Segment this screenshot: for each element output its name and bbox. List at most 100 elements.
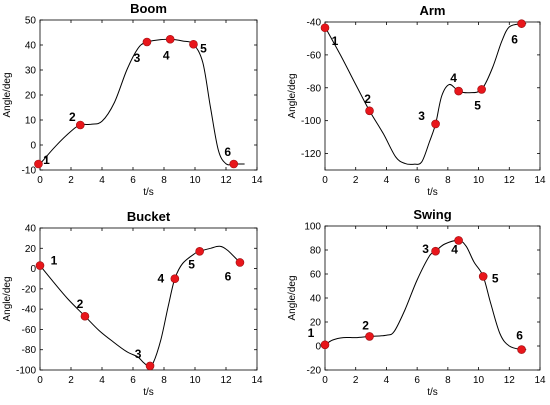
x-tick-label: 0: [37, 175, 43, 186]
x-tick-label: 8: [161, 175, 167, 186]
chart-boom: 0 2 4 6 8 10 12 14-1001020304050Boomt/sAngle/de…: [2, 1, 263, 198]
data-point-five: [189, 39, 198, 49]
x-tick-label: 4: [99, 375, 105, 386]
point-label-six: 6: [225, 269, 232, 283]
x-tick-label: 8: [445, 175, 451, 186]
series-line: [325, 239, 527, 351]
data-point-one: [35, 261, 45, 270]
x-tick-label: 10: [473, 175, 485, 186]
series-line: [40, 38, 245, 166]
x-tick-label: 8: [161, 375, 167, 386]
y-tick-label: 80: [310, 246, 322, 257]
y-tick-label: -120: [301, 149, 321, 160]
y-tick-label: -100: [301, 116, 321, 127]
x-tick-label: 10: [189, 175, 201, 186]
x-tick-label: 6: [414, 175, 420, 186]
point-label-six: 6: [511, 33, 518, 47]
x-tick-label: 10: [473, 375, 485, 386]
x-tick-label: 4: [99, 175, 105, 186]
x-tick-label: 14: [534, 375, 546, 386]
data-point-four: [165, 34, 175, 44]
data-point-two: [365, 106, 374, 116]
point-label-two: 2: [69, 110, 76, 124]
x-tick-label: 4: [384, 375, 390, 386]
point-label-five: 5: [492, 271, 499, 285]
point-label-two: 2: [77, 297, 84, 311]
point-label-six: 6: [516, 329, 523, 343]
plot-area-frame: [39, 227, 258, 371]
x-axis-label: t/s: [143, 387, 154, 398]
y-axis-label: Angle/deg: [287, 73, 298, 118]
y-tick-label: 30: [25, 66, 37, 77]
y-tick-label: -60: [22, 325, 37, 336]
y-axis-label: Angle/deg: [2, 72, 13, 117]
x-tick-label: 2: [68, 375, 74, 386]
data-point-four: [454, 236, 463, 245]
y-tick-label: -100: [16, 366, 36, 377]
x-tick-label: 14: [251, 175, 263, 186]
y-tick-label: -20: [307, 366, 322, 377]
point-label-three: 3: [418, 109, 425, 123]
point-label-four: 4: [451, 242, 458, 256]
x-tick-label: 0: [322, 375, 328, 386]
data-point-two: [365, 332, 374, 341]
x-tick-label: 14: [534, 175, 546, 186]
data-point-six: [517, 345, 526, 354]
y-tick-label: -40: [22, 305, 37, 316]
data-point-two: [76, 120, 85, 130]
x-axis-label: t/s: [143, 187, 154, 198]
chart-arm: 0 2 4 6 8 10 12 14-120-100-80-60-40Armt/sAngle/…: [287, 3, 546, 198]
x-axis-label: t/s: [427, 187, 438, 198]
chart-title: Boom: [130, 1, 167, 16]
y-axis-label: Angle/deg: [2, 276, 13, 321]
y-tick-label: -80: [307, 83, 322, 94]
x-tick-label: 12: [504, 375, 516, 386]
series-line: [40, 245, 244, 367]
data-point-four: [170, 274, 180, 284]
point-label-five: 5: [200, 41, 207, 55]
point-label-three: 3: [134, 51, 141, 65]
y-tick-label: 60: [310, 270, 322, 281]
data-point-six: [229, 159, 239, 169]
data-point-five: [477, 85, 486, 94]
point-label-three: 3: [422, 242, 429, 256]
data-point-six: [235, 258, 245, 267]
data-point-six: [517, 19, 526, 28]
x-tick-label: 6: [130, 375, 136, 386]
y-tick-label: 40: [310, 294, 322, 305]
plot-area-frame: [324, 225, 541, 371]
point-label-four: 4: [163, 48, 170, 62]
x-tick-label: 14: [251, 375, 263, 386]
y-tick-label: 0: [30, 264, 36, 275]
x-tick-label: 8: [445, 375, 451, 386]
x-axis-label: t/s: [427, 387, 438, 398]
y-tick-label: 100: [304, 222, 321, 233]
y-tick-label: 20: [310, 318, 322, 329]
x-tick-label: 2: [353, 175, 359, 186]
x-tick-label: 0: [322, 175, 328, 186]
x-tick-label: 12: [220, 375, 232, 386]
y-tick-label: -60: [307, 50, 322, 61]
x-tick-label: 2: [68, 175, 74, 186]
point-label-two: 2: [362, 318, 369, 332]
point-label-five: 5: [188, 257, 195, 271]
point-label-four: 4: [158, 272, 165, 286]
point-label-four: 4: [450, 71, 457, 85]
y-tick-label: 40: [25, 41, 37, 52]
chart-title: Arm: [419, 3, 445, 18]
data-point-one: [34, 159, 43, 169]
y-tick-label: 40: [25, 224, 37, 235]
point-label-one: 1: [308, 326, 315, 340]
data-point-one: [320, 340, 330, 350]
data-point-three: [431, 119, 440, 129]
data-point-three: [142, 37, 152, 47]
chart-title: Bucket: [127, 209, 171, 224]
data-point-five: [478, 272, 488, 281]
y-axis-label: Angle/deg: [287, 275, 298, 320]
y-tick-label: -20: [22, 284, 37, 295]
x-tick-label: 10: [189, 375, 201, 386]
data-point-four: [454, 86, 463, 96]
point-label-one: 1: [43, 153, 50, 167]
